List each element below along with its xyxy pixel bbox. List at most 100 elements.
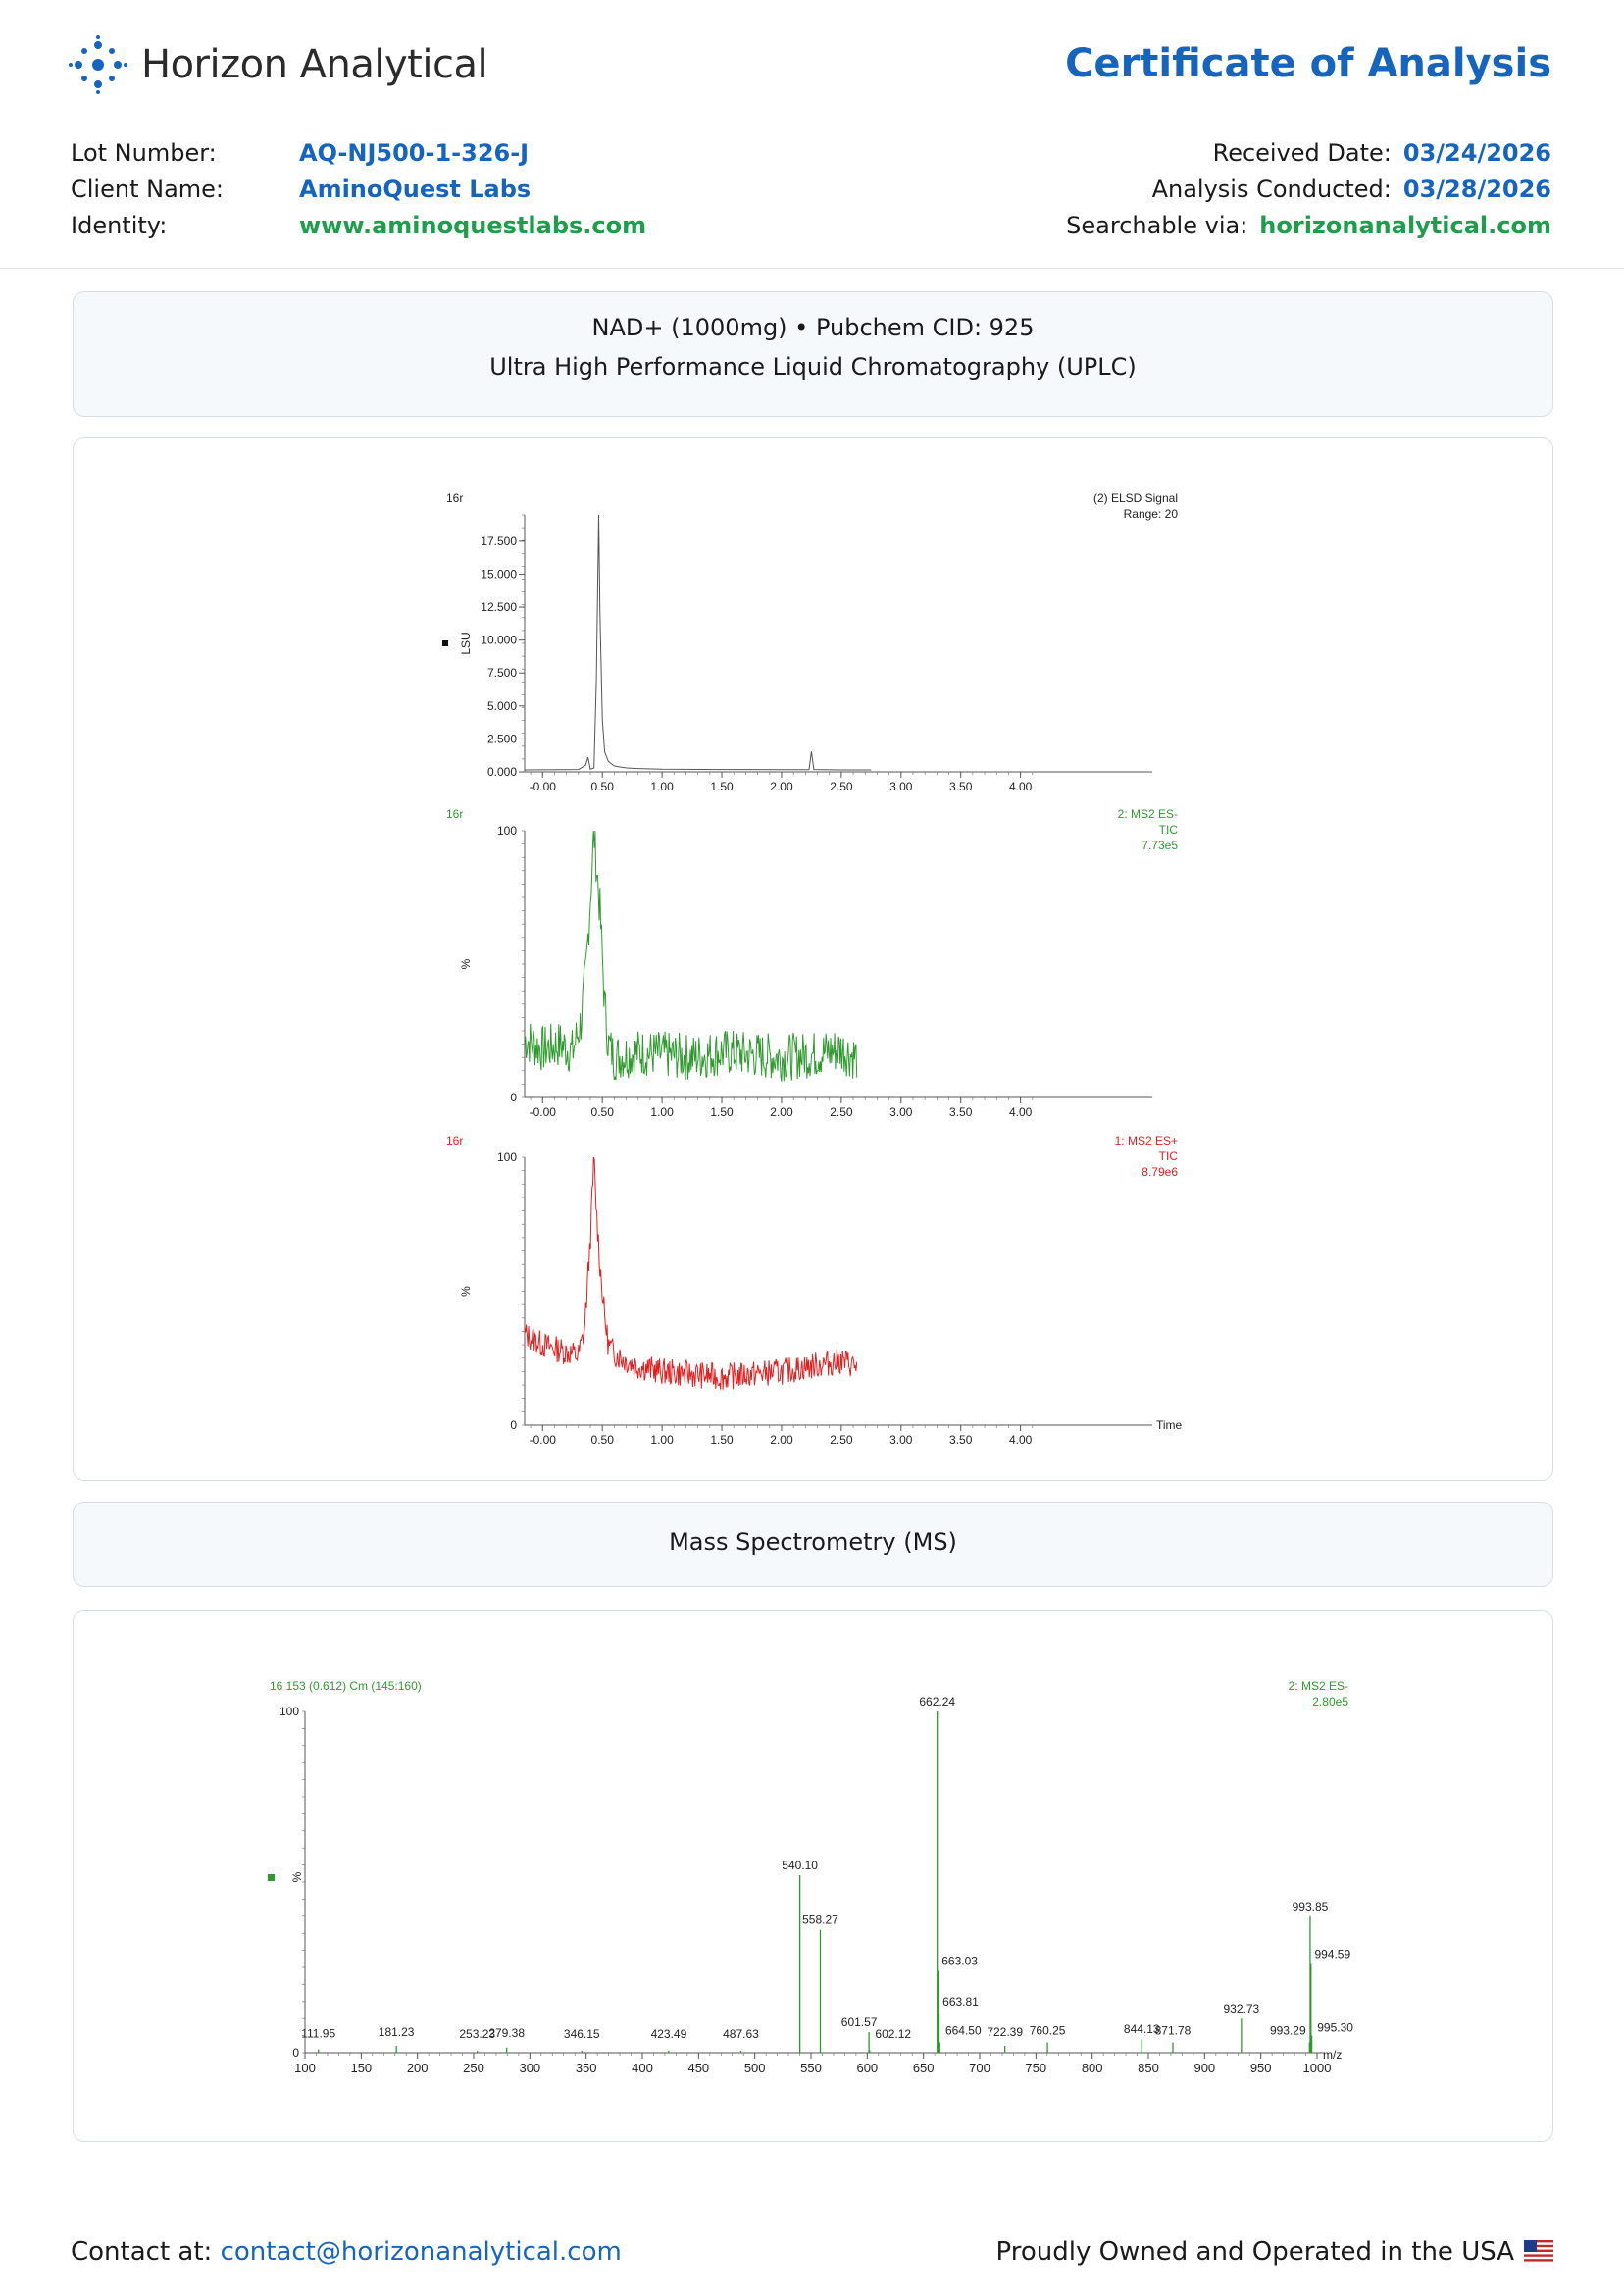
- meta-right: Received Date: 03/24/2026 Analysis Conduc…: [1066, 135, 1551, 244]
- x-axis-label: m/z: [1323, 2048, 1342, 2062]
- peak-label: 111.95: [301, 2027, 335, 2041]
- trace-label: 2: MS2 ES-: [1118, 807, 1178, 821]
- trace-label: TIC: [1159, 823, 1179, 837]
- peak-label: 540.10: [782, 1859, 818, 1872]
- peak-label: 760.25: [1030, 2024, 1066, 2038]
- y-axis-label: %: [290, 1871, 304, 1882]
- corner-label: 16r: [446, 807, 463, 821]
- y-tick-label: 100: [279, 1705, 299, 1718]
- x-tick-label: 4.00: [1009, 1105, 1033, 1119]
- chromatogram-panel: -0.00 0.50 1.00 1.50 2.00 2.50 3.00 3.50 4.00 0.0…: [73, 437, 1553, 1481]
- meta-left: Lot Number: AQ-NJ500-1-326-J Client Name:…: [71, 135, 646, 244]
- contact-label: Contact at:: [71, 2237, 213, 2267]
- x-tick-label: 2.00: [770, 780, 793, 793]
- company-logo: Horizon Analytical: [69, 35, 488, 94]
- y-axis-label: LSU: [459, 632, 473, 654]
- trace-ms_neg_tic: -0.00 0.50 1.00 1.50 2.00 2.50 3.00 3.50 4.00 0 10…: [446, 807, 1178, 1119]
- x-tick-label: 3.00: [889, 1433, 913, 1447]
- peak-label: 279.38: [488, 2026, 525, 2040]
- x-tick-label: 1.00: [650, 780, 674, 793]
- trace-elsd: -0.00 0.50 1.00 1.50 2.00 2.50 3.00 3.50 4.00 0.0…: [442, 491, 1178, 793]
- x-tick-label: 2.50: [830, 1105, 853, 1119]
- received-value: 03/24/2026: [1402, 139, 1551, 167]
- x-tick-label: -0.00: [530, 1105, 557, 1119]
- x-tick-label: 0.50: [591, 780, 615, 793]
- y-tick-label: 0: [510, 1418, 517, 1432]
- y-axis-label: %: [459, 958, 473, 969]
- corner-label: 16r: [446, 491, 463, 505]
- x-tick-label: 3.00: [889, 1105, 913, 1119]
- x-tick-label: 250: [463, 2061, 484, 2075]
- x-tick-label: 1.00: [650, 1433, 674, 1447]
- y-tick-label: 7.500: [487, 666, 517, 680]
- y-marker-icon: [268, 1874, 275, 1881]
- peak-label: 995.30: [1317, 2021, 1353, 2035]
- trace-label: 7.73e5: [1142, 839, 1178, 852]
- peak-label: 181.23: [379, 2025, 415, 2039]
- y-tick-label: 12.500: [481, 600, 517, 614]
- trace-label: 2: MS2 ES-: [1289, 1679, 1348, 1693]
- mass-spectrum-panel: 100 150 200 250 300 350 400 450 500 550 600 650 700 7…: [73, 1610, 1553, 2142]
- x-tick-label: 1.50: [710, 780, 734, 793]
- ms-header-panel: Mass Spectrometry (MS): [73, 1502, 1553, 1587]
- company-name: Horizon Analytical: [141, 42, 488, 87]
- y-tick-label: 100: [497, 1150, 517, 1164]
- y-tick-label: 100: [497, 824, 517, 838]
- contact-email-link[interactable]: contact@horizonanalytical.com: [220, 2237, 622, 2267]
- trace-label: 8.79e6: [1142, 1165, 1178, 1179]
- series-line: [524, 1156, 858, 1390]
- analysis-value: 03/28/2026: [1402, 176, 1551, 203]
- x-tick-label: 450: [687, 2061, 709, 2075]
- y-tick-label: 15.000: [481, 567, 517, 581]
- peak-label: 346.15: [564, 2027, 600, 2041]
- x-tick-label: -0.00: [530, 1433, 557, 1447]
- peak-label: 663.81: [942, 1995, 979, 2009]
- peak-label: 423.49: [651, 2027, 687, 2041]
- x-tick-label: 500: [744, 2061, 766, 2075]
- mass-spectrum-chart: 100 150 200 250 300 350 400 450 500 550 600 650 700 7…: [268, 1679, 1353, 2075]
- client-label: Client Name:: [71, 176, 224, 203]
- lot-value: AQ-NJ500-1-326-J: [299, 139, 530, 167]
- us-flag-icon: [1524, 2240, 1553, 2264]
- y-marker-icon: [442, 640, 448, 646]
- trace-label: 1: MS2 ES+: [1115, 1134, 1178, 1147]
- x-tick-label: 400: [632, 2061, 653, 2075]
- x-tick-label: 3.00: [889, 780, 913, 793]
- y-tick-label: 5.000: [487, 699, 517, 713]
- identity-link[interactable]: www.aminoquestlabs.com: [299, 212, 647, 239]
- analysis-label: Analysis Conducted:: [1151, 176, 1392, 203]
- x-tick-label: 1000: [1303, 2061, 1332, 2075]
- scan-label: 16 153 (0.612) Cm (145:160): [270, 1679, 422, 1693]
- x-tick-label: 300: [519, 2061, 540, 2075]
- x-tick-label: 800: [1082, 2061, 1103, 2075]
- peak-label: 722.39: [987, 2025, 1023, 2039]
- x-tick-label: 200: [407, 2061, 429, 2075]
- x-tick-label: 1.00: [650, 1105, 674, 1119]
- series-line: [524, 514, 872, 771]
- peak-label: 993.85: [1293, 1900, 1329, 1913]
- x-tick-label: 0.50: [591, 1433, 615, 1447]
- trace-label: 2.80e5: [1312, 1695, 1348, 1708]
- received-label: Received Date:: [1212, 139, 1392, 167]
- corner-label: 16r: [446, 1134, 463, 1147]
- footer-usa: Proudly Owned and Operated in the USA: [995, 2237, 1553, 2267]
- identity-label: Identity:: [71, 212, 168, 239]
- document-title: Certificate of Analysis: [1065, 41, 1551, 86]
- x-tick-label: 4.00: [1009, 780, 1033, 793]
- x-tick-label: 550: [800, 2061, 822, 2075]
- y-tick-label: 17.500: [481, 535, 517, 548]
- peak-label: 932.73: [1224, 2002, 1260, 2015]
- search-link[interactable]: horizonanalytical.com: [1259, 212, 1551, 239]
- peak-label: 662.24: [919, 1695, 955, 1708]
- peak-label: 253.23: [459, 2027, 495, 2041]
- x-tick-label: 600: [856, 2061, 878, 2075]
- series-line: [524, 830, 858, 1082]
- x-tick-label: 2.00: [770, 1105, 793, 1119]
- x-axis-label: Time: [1156, 1418, 1183, 1432]
- x-tick-label: 1.50: [710, 1105, 734, 1119]
- x-tick-label: 3.50: [949, 1105, 973, 1119]
- peak-label: 994.59: [1314, 1948, 1350, 1962]
- lot-label: Lot Number:: [71, 139, 217, 167]
- x-tick-label: 950: [1250, 2061, 1272, 2075]
- y-tick-label: 2.500: [487, 732, 517, 745]
